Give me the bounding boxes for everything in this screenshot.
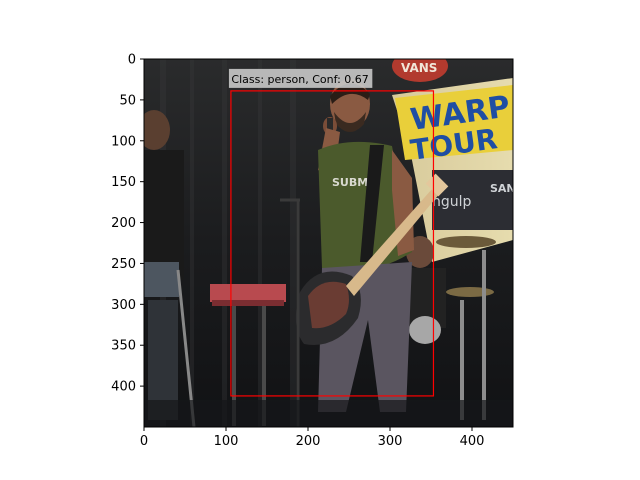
tour-banner: WARP TOUR ngulp SAN <box>392 78 516 262</box>
x-tick-label: 300 <box>378 434 403 449</box>
x-tick-label: 400 <box>460 434 485 449</box>
detection-overlay: Class: person, Conf: 0.67 <box>228 68 435 397</box>
keyboard <box>210 284 286 426</box>
y-tick-label: 350 <box>111 339 136 354</box>
y-tick-label: 100 <box>111 134 136 149</box>
y-tick-label: 50 <box>119 93 136 108</box>
detection-label: Class: person, Conf: 0.67 <box>231 73 368 86</box>
x-axis: 0 100 200 300 400 <box>140 427 485 449</box>
shirt-text: SUBMA <box>332 176 377 189</box>
y-tick-label: 250 <box>111 257 136 272</box>
y-tick-label: 0 <box>128 53 136 68</box>
y-tick-label: 200 <box>111 216 136 231</box>
left-musician <box>144 110 184 280</box>
y-tick-label: 150 <box>111 175 136 190</box>
photo: WARP TOUR ngulp SAN VANS <box>144 59 516 427</box>
detection-label-background <box>228 68 373 88</box>
x-tick-label: 0 <box>140 434 148 449</box>
mic-stand <box>280 198 300 427</box>
banner-text-side: ngulp <box>432 194 472 210</box>
y-tick-label: 300 <box>111 298 136 313</box>
stage-floor <box>144 400 513 427</box>
detection-box <box>230 90 435 397</box>
axes-frame <box>143 58 514 428</box>
x-tick-label: 100 <box>214 434 239 449</box>
y-tick-label: 400 <box>111 380 136 395</box>
y-axis: 0 50 100 150 200 250 300 350 400 <box>111 53 144 395</box>
x-tick-label: 200 <box>296 434 321 449</box>
banner-text-side2: SAN <box>490 182 516 195</box>
banner-text-top: VANS <box>401 61 437 75</box>
vans-logo: VANS <box>392 59 448 82</box>
bass-guitar <box>295 173 449 345</box>
